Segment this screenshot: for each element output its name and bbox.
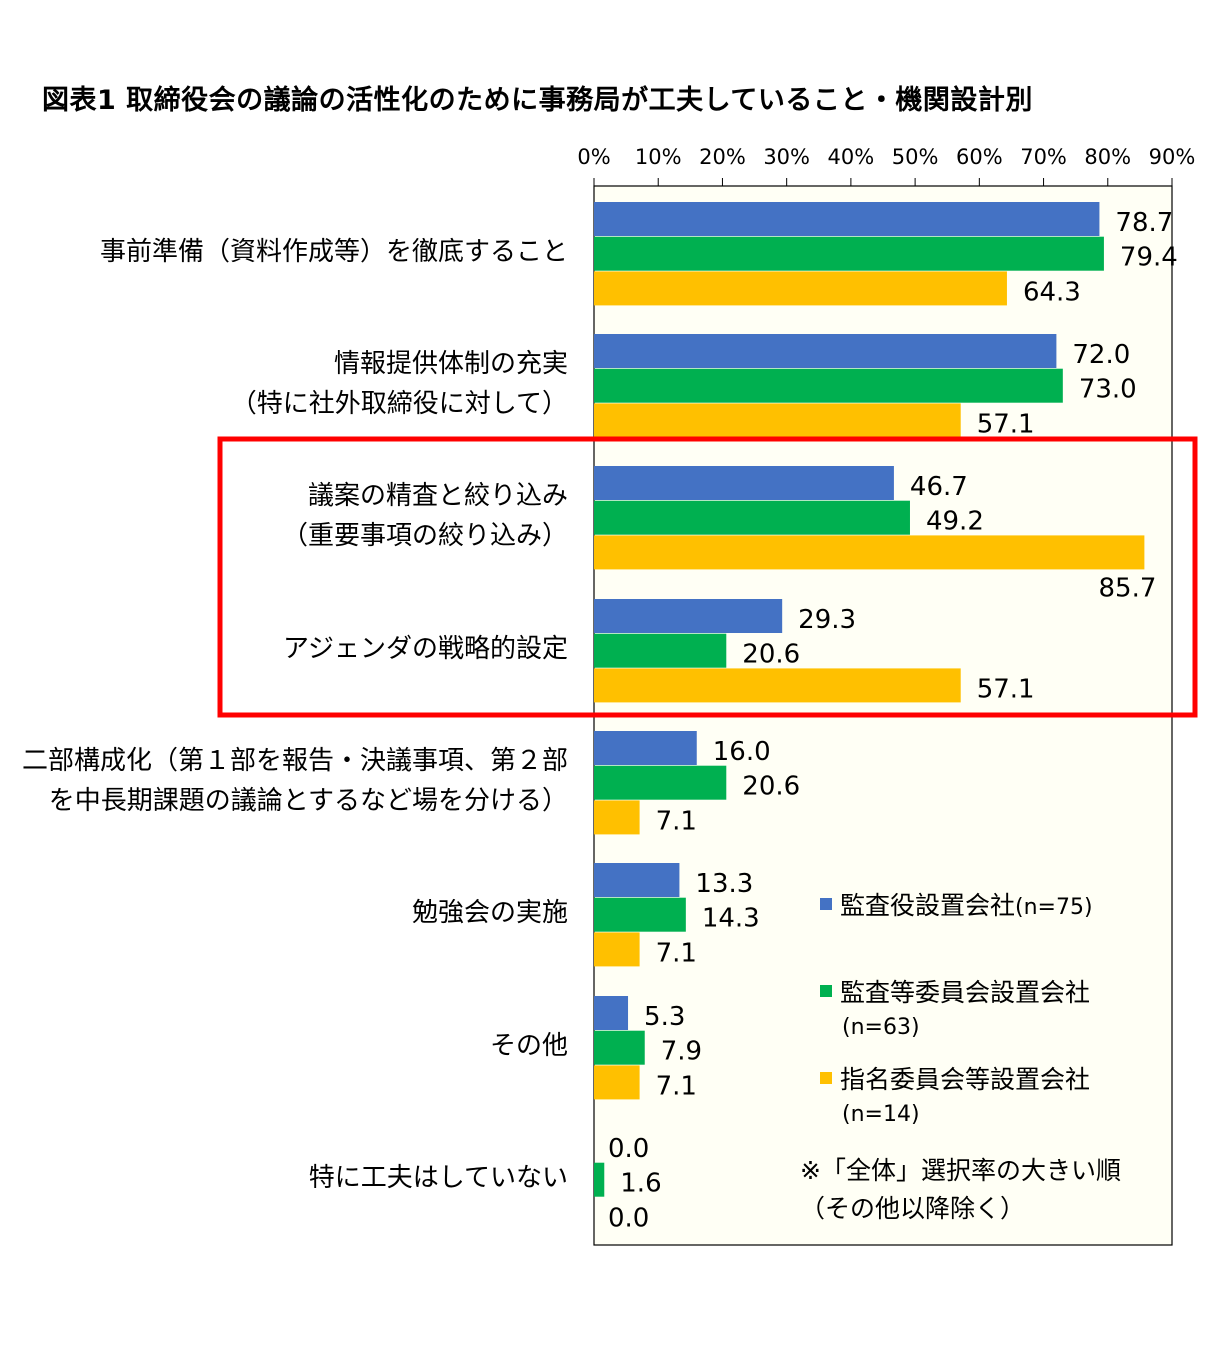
chart-title: 図表1 取締役会の議論の活性化のために事務局が工夫していること・機関設計別 <box>42 85 1033 116</box>
bar <box>594 599 783 633</box>
x-tick-label: 40% <box>828 145 875 169</box>
x-tick-label: 50% <box>892 145 939 169</box>
data-label: 13.3 <box>695 869 753 899</box>
chart-note-line-2: （その他以降除く） <box>800 1194 1026 1223</box>
data-label: 14.3 <box>702 904 760 934</box>
bar <box>594 466 894 500</box>
category-label: （特に社外取締役に対して） <box>231 389 568 419</box>
chart-note: ※「全体」選択率の大きい順 （その他以降除く） <box>800 1152 1121 1228</box>
data-label: 29.3 <box>798 605 856 635</box>
legend-label-audit-committee: 監査等委員会設置会社 <box>840 978 1091 1007</box>
bar <box>594 271 1007 306</box>
data-label: 7.1 <box>656 1071 697 1101</box>
legend-label-nomination-committee: 指名委員会等設置会社 <box>840 1065 1091 1094</box>
x-tick-label: 20% <box>699 145 746 169</box>
data-label: 0.0 <box>608 1203 649 1233</box>
data-label: 16.0 <box>713 737 771 767</box>
x-tick-label: 70% <box>1020 145 1067 169</box>
category-label: 勉強会の実施 <box>412 898 568 928</box>
data-label: 5.3 <box>644 1002 685 1032</box>
x-tick-label: 10% <box>635 145 682 169</box>
category-label: 議案の精査と絞り込み <box>308 481 568 511</box>
data-label: 20.6 <box>742 772 800 802</box>
category-label: 二部構成化（第１部を報告・決議事項、第２部 <box>22 746 568 776</box>
data-label: 0.0 <box>608 1134 649 1164</box>
bar <box>594 765 727 800</box>
bar <box>594 1030 645 1065</box>
bar <box>594 334 1057 368</box>
data-label: 57.1 <box>977 674 1035 704</box>
category-label: 特に工夫はしていない <box>309 1163 568 1193</box>
data-label: 78.7 <box>1115 208 1173 238</box>
bar <box>594 403 961 438</box>
bar <box>594 668 961 703</box>
bar <box>594 1065 640 1100</box>
x-tick-label: 90% <box>1149 145 1196 169</box>
bar <box>594 1162 605 1197</box>
bar <box>594 368 1063 403</box>
legend-item-nomination-committee: 指名委員会等設置会社 (n=14) <box>820 1062 1090 1132</box>
data-label: 73.0 <box>1079 375 1137 405</box>
category-label: 事前準備（資料作成等）を徹底すること <box>100 237 568 267</box>
bar <box>594 932 640 967</box>
chart-note-line-1: ※「全体」選択率の大きい順 <box>800 1156 1121 1185</box>
legend-n-audit-board: (n=75) <box>1015 895 1093 920</box>
x-tick-label: 60% <box>956 145 1003 169</box>
highlight-box <box>217 436 1198 718</box>
legend-label-audit-board: 監査役設置会社 <box>840 891 1016 920</box>
bar <box>594 731 697 765</box>
bar <box>594 800 640 835</box>
bar <box>594 202 1100 236</box>
x-tick-label: 0% <box>577 145 610 169</box>
data-label: 7.1 <box>656 938 697 968</box>
data-label: 79.4 <box>1120 243 1178 273</box>
category-label: 情報提供体制の充実 <box>334 349 568 379</box>
bar <box>594 897 686 932</box>
data-label: 57.1 <box>977 409 1035 439</box>
bar <box>594 863 680 897</box>
category-label: その他 <box>490 1031 568 1061</box>
bar <box>594 996 629 1030</box>
data-label: 49.2 <box>926 507 984 537</box>
data-label: 72.0 <box>1072 340 1130 370</box>
legend-item-audit-board: 監査役設置会社(n=75) <box>820 888 1093 926</box>
category-label: を中長期課題の議論とするなど場を分ける） <box>49 786 568 816</box>
data-label: 20.6 <box>742 640 800 670</box>
legend-n-audit-committee: (n=63) <box>842 1015 920 1040</box>
category-label: アジェンダの戦略的設定 <box>283 634 568 664</box>
legend-swatch-nomination-committee <box>820 1072 832 1084</box>
data-label: 7.1 <box>656 806 697 836</box>
bar <box>594 633 727 668</box>
category-label: （重要事項の絞り込み） <box>282 521 568 551</box>
bar <box>594 500 910 535</box>
legend-item-audit-committee: 監査等委員会設置会社 (n=63) <box>820 975 1090 1045</box>
data-label: 85.7 <box>1098 573 1156 603</box>
legend-swatch-audit-board <box>820 898 832 910</box>
bar <box>594 535 1145 570</box>
data-label: 1.6 <box>620 1169 661 1199</box>
data-label: 64.3 <box>1023 277 1081 307</box>
bar <box>594 236 1104 271</box>
legend-n-nomination-committee: (n=14) <box>842 1102 920 1127</box>
data-label: 7.9 <box>661 1037 702 1067</box>
x-tick-label: 30% <box>763 145 810 169</box>
legend-swatch-audit-committee <box>820 985 832 997</box>
x-tick-label: 80% <box>1084 145 1131 169</box>
data-label: 46.7 <box>910 472 968 502</box>
